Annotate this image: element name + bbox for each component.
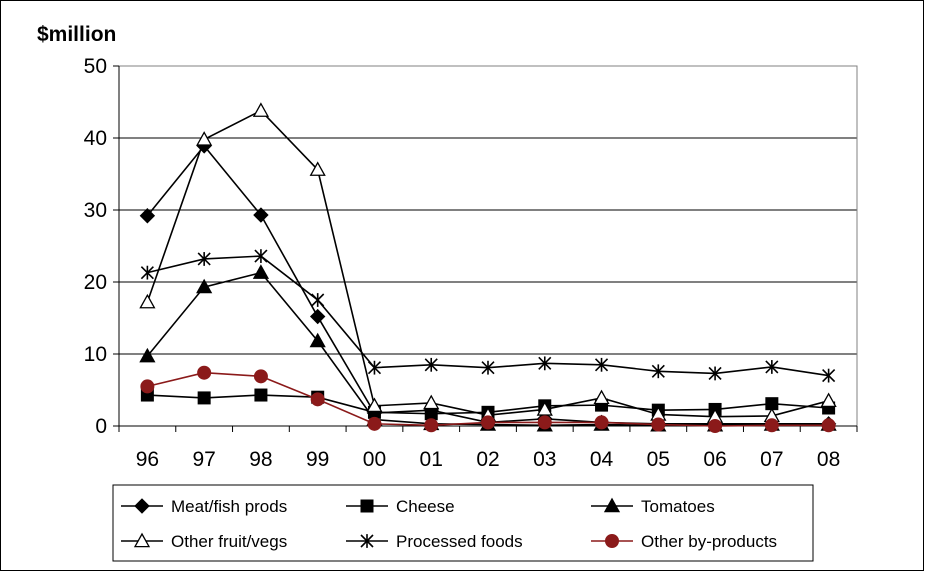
data-point [309, 332, 326, 348]
data-point [140, 265, 154, 280]
legend-marker [134, 498, 150, 514]
grid [119, 137, 857, 355]
data-point [310, 392, 325, 407]
legend: Meat/fish prods Cheese Tomatoes Other fruit… [112, 484, 814, 562]
data-point [764, 418, 779, 433]
data-point [309, 161, 326, 176]
legend-marker [360, 534, 374, 548]
legend-marker [133, 532, 151, 548]
data-point [196, 131, 213, 146]
y-tick-label: 40 [84, 127, 107, 150]
data-point [424, 357, 438, 372]
data-point [536, 401, 553, 416]
series-line [146, 271, 829, 427]
x-tick-label: 08 [817, 448, 840, 471]
x-tick-label: 97 [192, 448, 215, 471]
data-point [481, 360, 495, 375]
legend-label: Meat/fish prods [171, 497, 287, 516]
y-tick-label: 10 [84, 343, 107, 366]
data-point [254, 249, 268, 263]
y-axis: 0 10 20 30 40 50 [84, 55, 120, 438]
data-point [311, 293, 325, 307]
x-tick-label: 01 [420, 448, 443, 471]
legend-item: Meat/fish prods [121, 497, 287, 516]
data-point [253, 369, 268, 384]
data-point [423, 394, 440, 410]
x-tick-label: 03 [533, 448, 556, 471]
y-tick-label: 50 [84, 55, 107, 78]
data-point [481, 415, 495, 430]
x-tick-label: 07 [760, 448, 783, 471]
series-processed-foods [140, 249, 836, 383]
data-point [366, 397, 383, 413]
legend-label: Tomatoes [641, 497, 715, 516]
data-point [139, 293, 156, 309]
legend-marker [605, 534, 619, 548]
data-point [197, 365, 212, 380]
data-point [822, 368, 836, 383]
data-point [367, 416, 382, 431]
data-point [252, 264, 270, 279]
data-point [367, 360, 382, 375]
x-tick-label: 04 [590, 448, 614, 471]
x-tick-label: 96 [136, 448, 159, 471]
data-point [594, 415, 609, 430]
data-point [708, 366, 722, 381]
legend-item: Processed foods [346, 532, 523, 551]
data-point [537, 415, 552, 430]
legend-item: Tomatoes [591, 497, 715, 516]
legend-label: Other by-products [641, 532, 777, 551]
legend-box [112, 484, 814, 562]
x-tick-label: 02 [476, 448, 499, 471]
series-other-fruit-vegs [139, 102, 837, 423]
data-point [424, 418, 439, 433]
legend-label: Other fruit/vegs [171, 532, 287, 551]
x-axis: 96 97 98 99 00 01 02 03 04 05 06 07 08 [118, 425, 858, 471]
series-line [147, 255, 829, 377]
series-other-by-products [140, 365, 836, 433]
x-tick-label: 06 [703, 448, 726, 471]
x-tick-label: 98 [249, 448, 272, 471]
data-point [254, 388, 268, 402]
legend-item: Other by-products [591, 532, 777, 551]
series-meat-fish-prods [139, 138, 837, 432]
data-point [139, 347, 156, 363]
series-line [146, 144, 829, 425]
legend-label: Processed foods [396, 532, 523, 551]
x-tick-label: 05 [647, 448, 670, 471]
legend-item: Cheese [346, 497, 455, 516]
data-point [197, 391, 211, 405]
data-point [139, 208, 156, 224]
data-point [651, 417, 666, 432]
x-tick-label: 99 [306, 448, 329, 471]
legend-item: Other fruit/vegs [121, 532, 287, 551]
data-point [140, 379, 155, 394]
legend-label: Cheese [396, 497, 455, 516]
data-point [253, 207, 269, 223]
series-group [139, 102, 837, 433]
legend-marker [603, 497, 621, 513]
data-point [538, 356, 552, 371]
y-tick-label: 20 [84, 271, 107, 294]
data-point [820, 392, 837, 408]
data-point [708, 419, 723, 433]
x-tick-label: 00 [363, 448, 386, 471]
data-point [593, 389, 610, 405]
data-point [196, 278, 213, 294]
data-point [197, 252, 211, 266]
legend-marker [360, 499, 374, 513]
data-point [765, 360, 779, 374]
y-tick-label: 30 [84, 199, 107, 222]
data-point [651, 364, 665, 379]
unit-label: $million [37, 23, 116, 46]
data-point [594, 357, 609, 372]
data-point [252, 102, 270, 117]
data-point [821, 418, 836, 433]
data-point [309, 308, 326, 325]
y-tick-label: 0 [95, 415, 107, 438]
